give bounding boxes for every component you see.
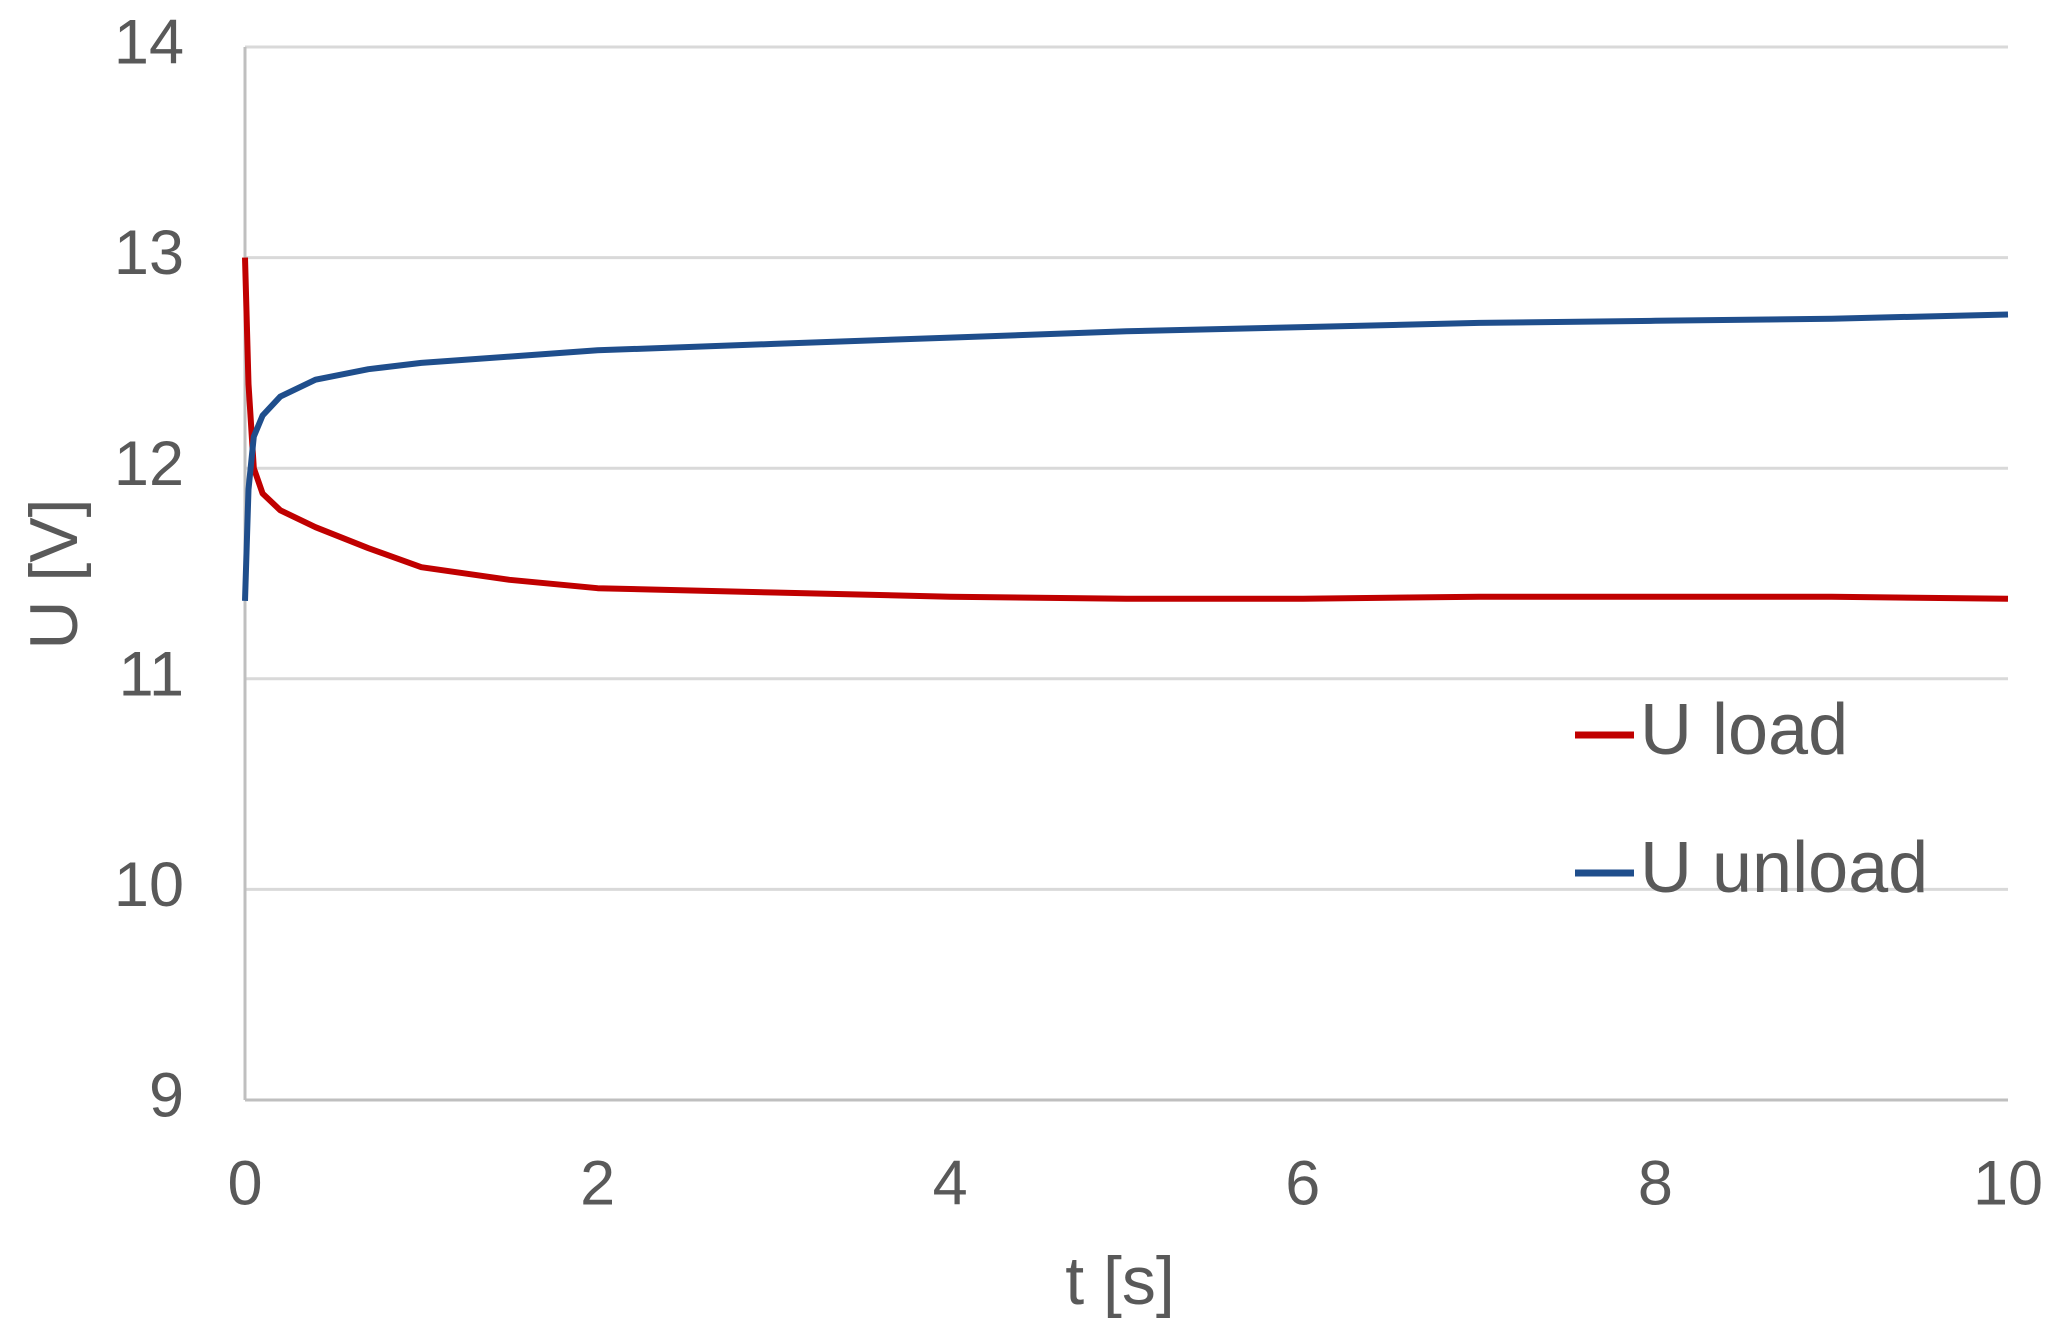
x-tick-label: 8	[1638, 1149, 1673, 1219]
y-tick-label: 14	[114, 8, 184, 78]
y-axis-label: U [V]	[16, 498, 92, 649]
legend-label: U load	[1640, 690, 1848, 770]
series-line	[242, 257, 2009, 602]
x-tick-label: 0	[227, 1149, 262, 1219]
y-tick-label: 10	[114, 850, 184, 920]
y-tick-label: 9	[149, 1061, 184, 1131]
y-tick-label: 11	[119, 639, 184, 709]
x-tick-label: 6	[1285, 1149, 1320, 1219]
series-line	[242, 311, 2009, 601]
x-tick-label: 10	[1973, 1149, 2043, 1219]
x-axis-label: t [s]	[1065, 1243, 1175, 1319]
y-tick-label: 13	[114, 218, 184, 288]
y-tick-label: 12	[114, 429, 184, 499]
legend-label: U unload	[1640, 828, 1928, 908]
x-tick-label: 4	[933, 1149, 968, 1219]
x-tick-label: 2	[580, 1149, 615, 1219]
